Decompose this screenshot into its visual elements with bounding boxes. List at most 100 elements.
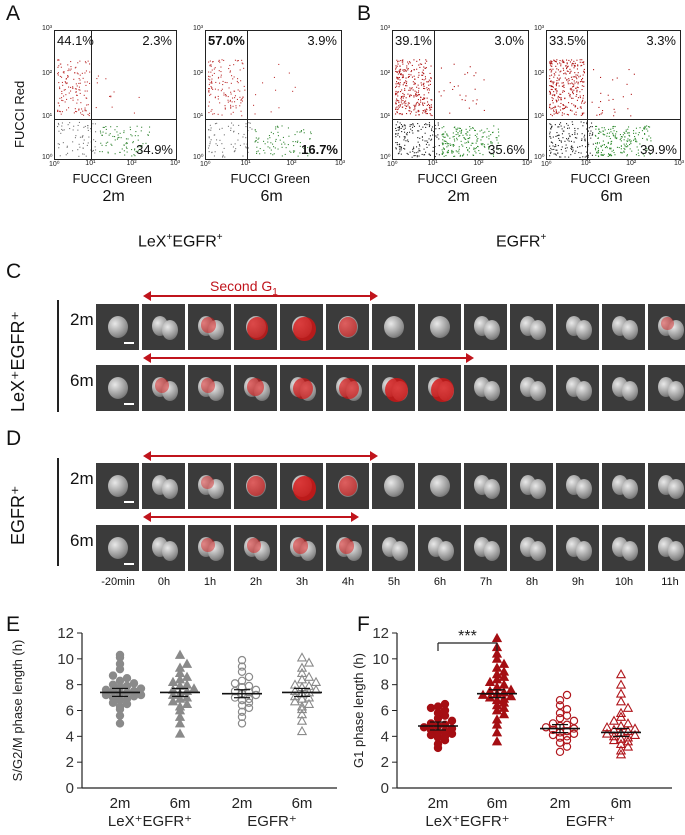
cell-body: [208, 541, 224, 561]
arrow-head-left: [143, 512, 151, 522]
data-point: [555, 738, 565, 747]
timelapse-frame: [188, 365, 231, 411]
data-point: [174, 674, 186, 684]
time-label: 10h: [614, 576, 634, 588]
timelapse-frame: [556, 365, 599, 411]
cell-body: [384, 475, 404, 497]
category-label: 6m: [487, 795, 508, 812]
data-point: [174, 718, 186, 728]
fucci-red-signal: [155, 378, 170, 393]
timelapse-frame: [142, 525, 185, 571]
quadrant-horizontal: [547, 119, 680, 121]
pct-lower-right: 34.9%: [136, 142, 173, 157]
time-label: 9h: [571, 576, 585, 588]
row-label-d-2m: 2m: [70, 469, 94, 488]
time-label: 3h: [295, 576, 309, 588]
data-point: [562, 711, 572, 720]
data-point: [555, 708, 565, 718]
chart-e: 0 2 4 6 8 10 12 S/G2/M phase length (h) 2m 6m 2m 6m…: [10, 625, 337, 830]
y-tick-label: 6: [66, 703, 74, 720]
cell-body: [484, 320, 500, 340]
scale-bar: [124, 563, 134, 565]
flow-xlabel: FUCCI Green: [570, 171, 650, 186]
y-tick-label: 10⁰: [534, 154, 545, 161]
data-point: [174, 693, 186, 703]
data-point: [622, 702, 634, 712]
data-point: [491, 648, 503, 658]
timelapse-frame: [234, 365, 277, 411]
data-point: [555, 701, 565, 710]
arrow-head-left: [143, 291, 151, 301]
timelapse-frame: [510, 365, 553, 411]
cell-body: [108, 377, 128, 399]
data-point: [237, 667, 247, 676]
scale-bar: [124, 342, 134, 344]
timelapse-frame: [188, 525, 231, 571]
flow-plot: 33.5% 3.3% 39.9%: [546, 30, 681, 160]
panel-letter-d: D: [6, 427, 22, 450]
data-point: [230, 679, 240, 688]
time-label: 8h: [525, 576, 539, 588]
data-point: [181, 698, 193, 708]
y-tick-label: 10¹: [380, 113, 391, 121]
data-point: [548, 719, 558, 728]
y-tick-label: 12: [372, 625, 389, 642]
timelapse-frame: [96, 365, 139, 411]
pct-lower-right: 16.7%: [301, 142, 338, 157]
x-tick-label: 10²: [286, 160, 297, 167]
data-point: [562, 736, 572, 745]
scale-bar: [124, 403, 134, 405]
y-tick-label: 10¹: [193, 113, 204, 121]
data-point: [622, 725, 634, 736]
cell-body: [576, 479, 592, 499]
fucci-red-signal: [201, 317, 216, 333]
category-label: 6m: [292, 795, 313, 812]
panel-letter-c: C: [6, 260, 22, 283]
quadrant-vertical: [433, 31, 435, 159]
data-point: [303, 698, 315, 708]
quadrant-horizontal: [55, 119, 176, 121]
flow-condition-label: 6m: [600, 188, 623, 205]
fucci-red-signal: [293, 378, 313, 400]
x-tick-label: 10⁰: [541, 161, 552, 168]
timelapse-frame: [602, 525, 645, 571]
fucci-red-signal: [247, 317, 269, 340]
quadrant-vertical: [586, 31, 588, 159]
cell-body: [208, 381, 224, 401]
data-point: [498, 658, 510, 668]
data-point: [562, 726, 572, 736]
data-point: [615, 738, 627, 748]
data-point: [622, 741, 634, 751]
timelapse-frame: [510, 304, 553, 350]
x-tick-label: 10⁰: [49, 161, 60, 168]
data-point: [251, 690, 261, 700]
data-point: [615, 733, 627, 743]
data-point: [491, 653, 503, 663]
cell-body: [484, 541, 500, 561]
x-tick-label: 10³: [170, 160, 181, 167]
y-axis-label: G1 phase length (h): [351, 653, 366, 768]
y-tick-label: 8: [381, 677, 389, 694]
y-tick-label: 4: [66, 728, 74, 745]
group-label: LeX⁺EGFR⁺: [108, 813, 192, 830]
data-point: [622, 732, 634, 742]
timelapse-strip: [96, 525, 685, 571]
y-tick-label: 10: [372, 651, 389, 668]
flow-condition-label: 2m: [447, 188, 470, 205]
fucci-red-signal: [201, 538, 215, 552]
data-point: [484, 676, 496, 686]
flow-condition-label: 6m: [260, 188, 283, 205]
data-point: [447, 716, 457, 726]
data-point: [174, 667, 186, 677]
fucci-red-signal: [293, 538, 308, 554]
arrow-head-right: [370, 451, 378, 461]
data-point: [491, 705, 503, 715]
data-point: [181, 658, 193, 668]
data-point: [108, 680, 118, 689]
y-axis-label: S/G2/M phase length (h): [10, 640, 25, 782]
panel-letter-f: F: [357, 613, 370, 636]
x-tick-label: 10³: [522, 160, 533, 167]
data-point: [491, 694, 503, 705]
data-point: [129, 686, 139, 696]
pct-upper-left: 33.5%: [549, 33, 586, 48]
